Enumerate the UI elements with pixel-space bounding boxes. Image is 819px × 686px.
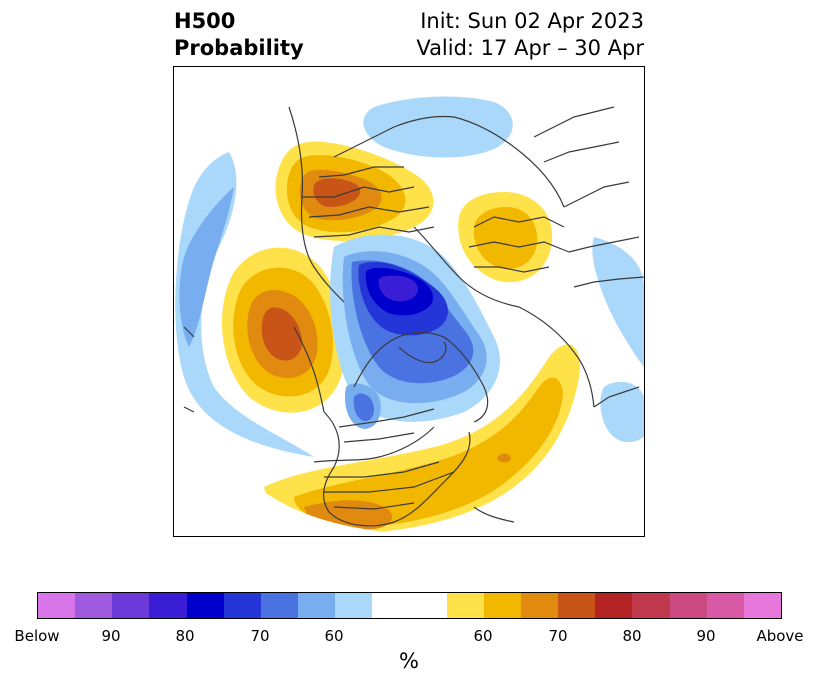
subtitle-label: Probability	[174, 36, 304, 60]
colorbar-above-65	[521, 593, 559, 618]
colorbar-above-55	[446, 593, 484, 618]
colorbar-below-75	[186, 593, 224, 618]
coastlines	[183, 106, 644, 527]
tick-below-80: 80	[175, 627, 195, 645]
below-60-north-europe	[363, 96, 513, 158]
below-85-arctic	[378, 275, 418, 302]
colorbar-above-70	[558, 593, 596, 618]
tick-above-70: 70	[548, 627, 568, 645]
tick-above: Above	[756, 627, 804, 645]
colorbar	[37, 592, 782, 619]
chart-title: H500 Probability	[174, 8, 304, 62]
colorbar-below-65	[260, 593, 299, 618]
colorbar-below-85	[112, 593, 150, 618]
colorbar-above-95	[743, 593, 782, 618]
colorbar-below-95	[38, 593, 76, 618]
colorbar-above-90	[706, 593, 744, 618]
colorbar-above-80	[632, 593, 670, 618]
colorbar-below-55	[335, 593, 373, 618]
valid-range: Valid: 17 Apr – 30 Apr	[416, 36, 644, 60]
colorbar-above-75	[595, 593, 633, 618]
above-65-siberia	[473, 207, 538, 270]
colorbar-below-90	[75, 593, 113, 618]
tick-above-60: 60	[473, 627, 493, 645]
below-70-hudson	[353, 393, 374, 422]
above-70-atlantic-spot	[497, 453, 511, 463]
colorbar-above-85	[669, 593, 707, 618]
tick-below: Below	[14, 627, 60, 645]
colorbar-below-70	[223, 593, 261, 618]
colorbar-above-60	[483, 593, 522, 618]
colorbar-below-80	[149, 593, 187, 618]
tick-above-80: 80	[622, 627, 642, 645]
above-75-pacific	[261, 307, 303, 361]
below-60-atlantic-edge	[600, 381, 644, 443]
colorbar-neutral	[372, 593, 447, 618]
tick-below-70: 70	[250, 627, 270, 645]
tick-above-90: 90	[696, 627, 716, 645]
init-date: Init: Sun 02 Apr 2023	[420, 9, 644, 33]
colorbar-unit: %	[399, 649, 419, 673]
below-60-east-edge	[592, 237, 644, 367]
probability-map	[175, 96, 644, 533]
above-75-europe	[313, 178, 361, 207]
tick-below-90: 90	[101, 627, 121, 645]
date-info: Init: Sun 02 Apr 2023 Valid: 17 Apr – 30…	[416, 8, 644, 62]
map-panel	[173, 66, 645, 537]
tick-below-60: 60	[324, 627, 344, 645]
above-65-atlantic	[294, 377, 563, 527]
below-65-western-pacific	[179, 187, 234, 347]
variable-label: H500	[174, 9, 236, 33]
colorbar-below-60	[298, 593, 336, 618]
